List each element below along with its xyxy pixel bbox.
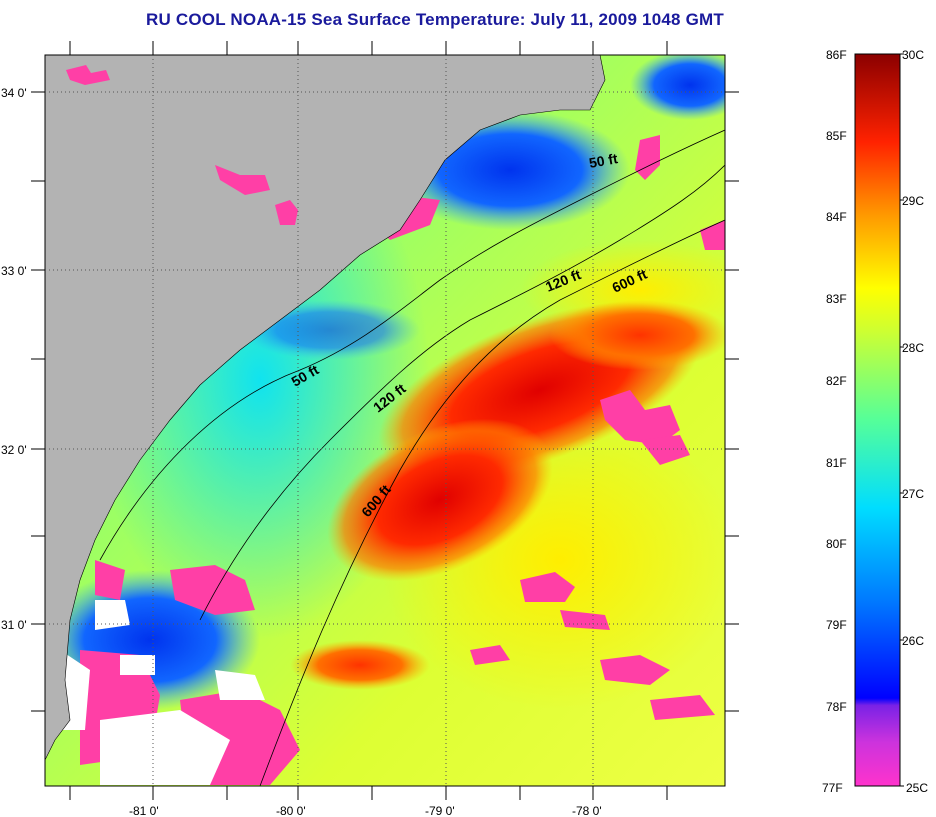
cb-f-label: 78F <box>826 700 847 714</box>
cb-f-label: 77F <box>822 781 843 795</box>
lon-label: -79 0' <box>425 804 455 817</box>
lat-label: 32 0' <box>1 443 27 457</box>
cloud-patch <box>170 565 255 615</box>
cloud-patch <box>520 572 575 602</box>
cloud-patch <box>650 695 715 720</box>
missing-patch <box>100 710 230 785</box>
gulf-stream-east <box>550 300 725 370</box>
missing-patch <box>120 655 155 675</box>
cb-c-label: 30C <box>902 48 924 62</box>
cb-c-label: 26C <box>902 634 924 648</box>
inland-cloud-patch <box>66 65 110 85</box>
warm-eddy-south <box>290 640 430 690</box>
sst-field <box>45 55 725 786</box>
color-bar: 86F 85F 84F 83F 82F 81F 80F 79F 78F 77F … <box>822 48 928 795</box>
lon-label: -78 0' <box>572 804 602 817</box>
cb-f-label: 86F <box>826 48 847 62</box>
cb-f-label: 83F <box>826 292 847 306</box>
isobath-120ft <box>199 164 725 621</box>
cloud-patch <box>700 220 725 250</box>
graticule <box>45 55 725 786</box>
cloud-patch <box>95 560 125 600</box>
cloud-patch <box>470 645 510 665</box>
lon-label: -81 0' <box>129 804 159 817</box>
land-mass <box>45 55 606 761</box>
gulf-stream-south <box>327 418 553 582</box>
celsius-scale: 30C 29C 28C 27C 26C 25C <box>902 48 928 795</box>
cb-c-label: 29C <box>902 194 924 208</box>
cloud-patch <box>640 435 690 465</box>
lat-label: 34 0' <box>1 86 27 100</box>
lon-label: -80 0' <box>276 804 306 817</box>
map-title: RU COOL NOAA-15 Sea Surface Temperature:… <box>146 10 724 29</box>
map-frame <box>44 54 726 787</box>
cb-f-label: 81F <box>826 456 847 470</box>
lat-label: 33 0' <box>1 264 27 278</box>
cb-c-label: 27C <box>902 487 924 501</box>
lat-label: 31 0' <box>1 618 27 632</box>
cb-f-label: 79F <box>826 618 847 632</box>
cloud-patch <box>560 610 610 630</box>
cb-c-label: 25C <box>906 781 928 795</box>
cb-f-label: 80F <box>826 537 847 551</box>
isobath-50ft <box>99 129 725 561</box>
depth-label-50ft-north: 50 ft <box>588 150 619 171</box>
isobath-600ft <box>259 219 725 786</box>
cloud-mask <box>80 195 725 785</box>
fahrenheit-scale: 86F 85F 84F 83F 82F 81F 80F 79F 78F 77F <box>822 48 847 795</box>
color-bar-gradient <box>854 53 901 787</box>
inland-cloud-patch <box>275 200 298 225</box>
axis-ticks <box>31 41 739 800</box>
cloud-patch <box>600 655 670 685</box>
cb-f-label: 85F <box>826 129 847 143</box>
cold-upwelling-ne <box>630 55 725 120</box>
inland-cloud-patch <box>635 135 660 180</box>
cloud-patch <box>600 390 680 445</box>
sst-map: 50 ft 50 ft 120 ft 120 ft 600 ft 600 ft <box>1 41 739 817</box>
celsius-ticks <box>900 53 904 787</box>
inland-cloud-patch <box>215 165 270 195</box>
cb-f-label: 84F <box>826 210 847 224</box>
missing-patch <box>95 600 130 630</box>
cb-f-label: 82F <box>826 374 847 388</box>
missing-patch <box>215 670 265 700</box>
cb-c-label: 28C <box>902 341 924 355</box>
